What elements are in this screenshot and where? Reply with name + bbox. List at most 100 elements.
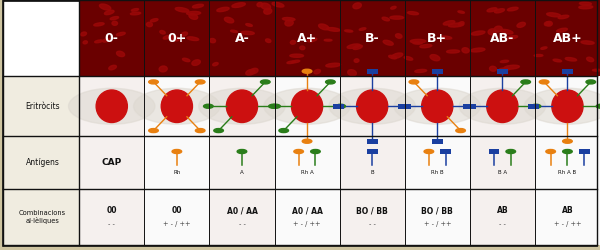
Bar	[3, 189, 79, 245]
Bar	[398, 104, 409, 108]
Bar	[275, 189, 340, 245]
Bar	[209, 189, 275, 245]
Bar	[367, 139, 377, 143]
Text: A-: A-	[235, 32, 250, 45]
Bar	[470, 76, 535, 136]
Text: Rh: Rh	[173, 170, 181, 175]
Text: BO / BB: BO / BB	[356, 206, 388, 215]
Ellipse shape	[382, 17, 389, 21]
Ellipse shape	[217, 7, 229, 12]
Ellipse shape	[246, 70, 254, 75]
Ellipse shape	[230, 30, 238, 32]
Ellipse shape	[327, 28, 340, 31]
Bar	[440, 149, 451, 154]
Ellipse shape	[261, 3, 271, 10]
Ellipse shape	[272, 2, 284, 7]
Circle shape	[596, 104, 600, 108]
Circle shape	[531, 104, 541, 108]
Ellipse shape	[290, 54, 304, 57]
Text: B-: B-	[365, 32, 379, 45]
Ellipse shape	[553, 59, 562, 62]
Ellipse shape	[404, 56, 413, 60]
Circle shape	[237, 150, 247, 154]
Ellipse shape	[494, 26, 502, 32]
Bar	[470, 0, 535, 76]
Bar	[144, 76, 209, 136]
Text: B A: B A	[498, 170, 507, 175]
Ellipse shape	[446, 50, 460, 53]
Ellipse shape	[163, 36, 170, 39]
Ellipse shape	[146, 22, 152, 27]
Ellipse shape	[224, 17, 234, 23]
Ellipse shape	[500, 68, 509, 70]
Bar	[404, 76, 470, 136]
Ellipse shape	[356, 90, 388, 122]
Text: A0 / AA: A0 / AA	[227, 206, 257, 215]
Ellipse shape	[314, 70, 320, 74]
Ellipse shape	[552, 90, 583, 122]
Circle shape	[394, 88, 481, 124]
Ellipse shape	[189, 14, 198, 19]
Text: - -: - -	[239, 222, 245, 228]
Bar	[79, 136, 145, 189]
Bar	[340, 0, 405, 76]
Bar	[79, 189, 145, 245]
Ellipse shape	[587, 57, 593, 62]
Text: - -: - -	[369, 222, 376, 228]
Ellipse shape	[161, 90, 193, 122]
Ellipse shape	[213, 62, 218, 66]
Circle shape	[214, 128, 223, 132]
Bar	[144, 136, 209, 189]
Text: Eritròcits: Eritròcits	[25, 102, 60, 111]
Ellipse shape	[109, 65, 116, 70]
Bar	[333, 104, 344, 108]
Ellipse shape	[241, 31, 254, 34]
Bar	[340, 76, 405, 136]
Bar	[367, 69, 377, 73]
Bar	[340, 189, 405, 245]
Ellipse shape	[246, 24, 253, 26]
Circle shape	[521, 80, 530, 84]
Bar	[275, 136, 340, 189]
Circle shape	[459, 88, 545, 124]
Ellipse shape	[232, 3, 245, 8]
Ellipse shape	[558, 15, 569, 19]
Ellipse shape	[353, 3, 361, 9]
Ellipse shape	[83, 41, 88, 44]
Ellipse shape	[500, 60, 509, 62]
Text: A: A	[240, 170, 244, 175]
Ellipse shape	[347, 44, 360, 48]
Text: + - / ++: + - / ++	[554, 222, 581, 228]
Bar	[275, 0, 340, 76]
Bar	[400, 104, 411, 108]
Circle shape	[68, 88, 155, 124]
Ellipse shape	[462, 48, 469, 53]
Ellipse shape	[390, 16, 404, 19]
Text: - -: - -	[109, 222, 115, 228]
Circle shape	[456, 128, 466, 132]
Ellipse shape	[209, 38, 215, 43]
Ellipse shape	[354, 59, 359, 62]
Circle shape	[196, 80, 205, 84]
Ellipse shape	[546, 21, 553, 26]
Ellipse shape	[458, 11, 464, 13]
Text: Rh B: Rh B	[431, 170, 443, 175]
Ellipse shape	[494, 9, 505, 13]
Text: 0+: 0+	[167, 32, 187, 45]
Ellipse shape	[290, 40, 296, 44]
Bar	[529, 104, 539, 108]
Ellipse shape	[192, 60, 200, 66]
Bar	[209, 136, 275, 189]
Ellipse shape	[472, 31, 485, 35]
Ellipse shape	[160, 30, 165, 34]
Ellipse shape	[407, 12, 419, 15]
Ellipse shape	[579, 6, 593, 9]
Ellipse shape	[458, 22, 464, 26]
Ellipse shape	[544, 22, 550, 26]
Ellipse shape	[264, 8, 272, 14]
Ellipse shape	[359, 28, 366, 30]
Circle shape	[326, 80, 335, 84]
Circle shape	[269, 104, 278, 108]
Bar	[79, 76, 145, 136]
Ellipse shape	[182, 58, 190, 62]
